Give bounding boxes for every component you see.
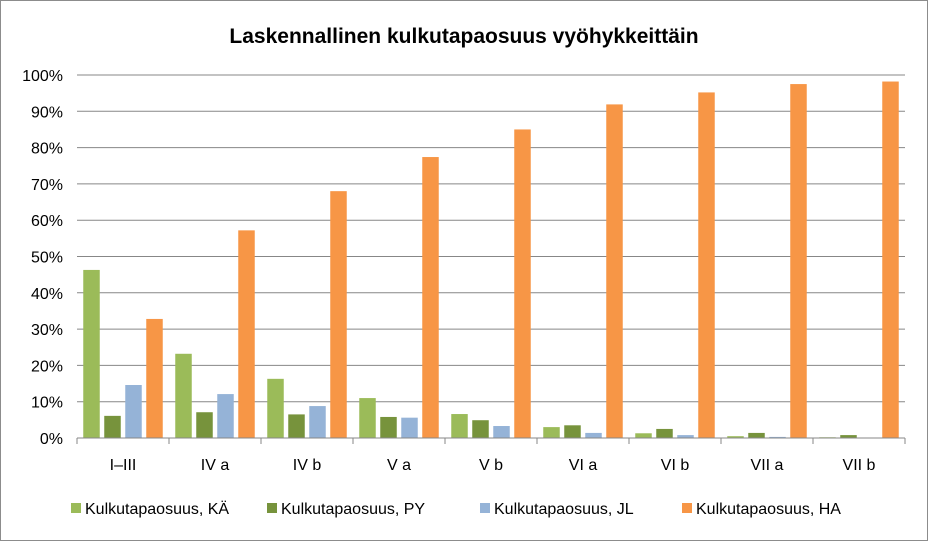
bar xyxy=(104,416,121,438)
y-tick-label: 80% xyxy=(31,141,63,158)
legend-swatch xyxy=(71,503,81,513)
bar xyxy=(472,420,489,438)
bar xyxy=(380,417,397,438)
x-tick-label: V b xyxy=(479,457,503,474)
bar xyxy=(790,84,807,438)
bar xyxy=(401,418,418,438)
legend-swatch xyxy=(682,503,692,513)
bar xyxy=(330,191,347,438)
y-tick-label: 60% xyxy=(31,213,63,230)
bar xyxy=(543,427,560,438)
legend-label: Kulkutapaosuus, HA xyxy=(696,501,841,518)
legend-label: Kulkutapaosuus, PY xyxy=(281,501,425,518)
x-tick-label: VII b xyxy=(843,457,876,474)
x-tick-label: V a xyxy=(387,457,411,474)
bar xyxy=(698,92,715,438)
bar xyxy=(267,379,284,438)
bar xyxy=(656,429,673,438)
y-axis-ticks: 0% 10% 20% 30% 40% 50% 60% 70% 80% 90% 100% xyxy=(22,68,63,448)
bar xyxy=(585,433,602,438)
bar xyxy=(422,157,439,438)
x-tick-label: I–III xyxy=(110,457,137,474)
y-tick-label: 100% xyxy=(22,68,63,85)
bar xyxy=(451,414,468,438)
bar xyxy=(125,385,142,438)
bar xyxy=(359,398,376,438)
bar xyxy=(514,129,531,438)
bar xyxy=(288,414,305,438)
x-axis xyxy=(77,438,905,444)
bar xyxy=(238,230,255,438)
y-tick-label: 10% xyxy=(31,395,63,412)
bars xyxy=(83,82,899,438)
y-tick-label: 0% xyxy=(40,431,63,448)
x-tick-label: VI b xyxy=(661,457,690,474)
bar xyxy=(175,354,192,438)
y-tick-label: 70% xyxy=(31,177,63,194)
bar xyxy=(748,433,765,438)
x-tick-label: VI a xyxy=(569,457,598,474)
bar xyxy=(606,104,623,438)
y-tick-label: 50% xyxy=(31,250,63,267)
chart-title: Laskennallinen kulkutapaosuus vyöhykkeit… xyxy=(229,25,698,48)
y-tick-label: 40% xyxy=(31,286,63,303)
bar xyxy=(146,319,163,438)
bar xyxy=(493,426,510,438)
bar xyxy=(217,394,234,438)
bar xyxy=(635,433,652,438)
bar xyxy=(196,412,213,438)
legend-swatch xyxy=(480,503,490,513)
x-tick-label: IV b xyxy=(293,457,322,474)
x-tick-label: VII a xyxy=(751,457,784,474)
legend-swatch xyxy=(267,503,277,513)
bar xyxy=(309,406,326,438)
bar xyxy=(882,82,899,438)
x-tick-label: IV a xyxy=(201,457,230,474)
bar xyxy=(83,270,100,438)
legend-label: Kulkutapaosuus, KÄ xyxy=(85,500,229,518)
x-axis-ticks: I–III IV a IV b V a V b VI a VI b VII a VII b xyxy=(110,457,876,474)
y-tick-label: 30% xyxy=(31,322,63,339)
legend-label: Kulkutapaosuus, JL xyxy=(494,501,634,518)
bar xyxy=(564,425,581,438)
y-tick-label: 90% xyxy=(31,104,63,121)
y-tick-label: 20% xyxy=(31,358,63,375)
gridlines xyxy=(77,75,905,402)
legend: Kulkutapaosuus, KÄ Kulkutapaosuus, PY Kulk… xyxy=(71,500,841,518)
